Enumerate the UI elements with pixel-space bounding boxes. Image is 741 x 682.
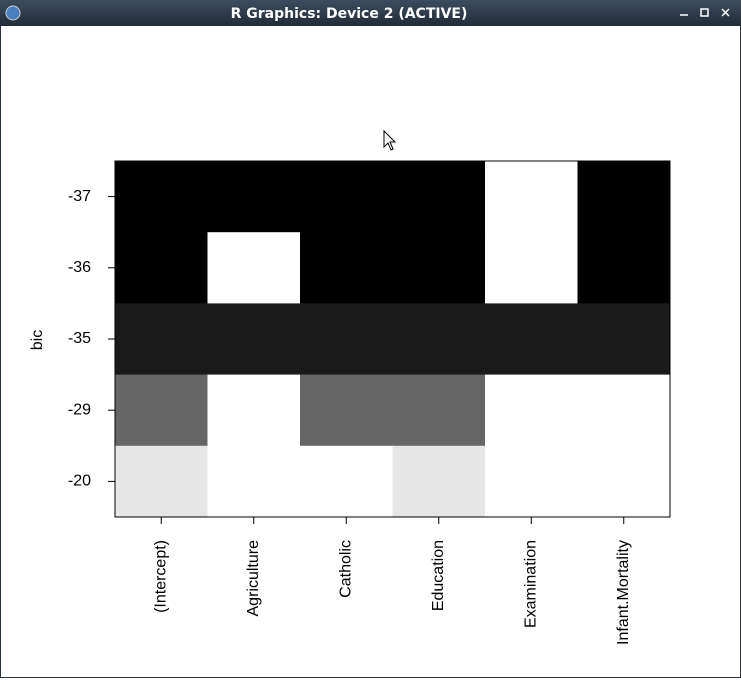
cell: [485, 161, 578, 233]
cell: [300, 232, 393, 304]
cell: [115, 161, 208, 233]
cell: [392, 161, 486, 233]
x-tick-label: Education: [430, 540, 447, 611]
cell: [115, 232, 208, 304]
y-tick-label: -37: [68, 188, 91, 205]
cell: [485, 303, 578, 376]
cell: [485, 232, 578, 304]
y-tick-label: -29: [68, 401, 91, 418]
cell: [207, 232, 301, 304]
y-tick-label: -20: [68, 473, 91, 490]
close-button[interactable]: [721, 8, 730, 17]
cell: [577, 232, 671, 304]
x-tick-label: Infant.Mortality: [615, 540, 632, 645]
cell: [392, 303, 486, 376]
cell: [115, 303, 208, 376]
cell: [577, 374, 671, 447]
plot-border: [114, 160, 671, 518]
cell: [577, 161, 671, 233]
plot: -37 -36 -35 -29 -20 (Intercept) Agriculture Cat…: [68, 160, 671, 645]
cell: [207, 374, 301, 447]
cell: [207, 161, 301, 233]
cell: [392, 232, 486, 304]
cell: [115, 374, 208, 447]
cell: [300, 445, 393, 518]
x-tick-label: Examination: [522, 540, 539, 628]
cell: [300, 374, 393, 447]
y-tick-label: -36: [68, 259, 91, 276]
cell: [207, 303, 301, 376]
cell: [485, 374, 578, 447]
cell: [300, 161, 393, 233]
cell: [392, 445, 486, 518]
maximize-button[interactable]: [700, 8, 709, 17]
window-title: R Graphics: Device 2 (ACTIVE): [231, 6, 468, 22]
x-tick-label: Agriculture: [245, 540, 262, 617]
y-axis-label: bic: [29, 330, 46, 350]
cell: [577, 303, 671, 376]
y-tick-label: -35: [68, 330, 91, 347]
x-tick-label: Catholic: [337, 540, 354, 598]
mouse-cursor: [383, 129, 397, 151]
cell: [392, 374, 486, 447]
cell: [300, 303, 393, 376]
cell: [207, 445, 301, 518]
cell: [485, 445, 578, 518]
x-tick-label: (Intercept): [152, 540, 169, 613]
app-icon: [5, 5, 21, 21]
cell: [115, 445, 208, 518]
title-bar: [0, 0, 741, 26]
cell: [577, 445, 671, 518]
